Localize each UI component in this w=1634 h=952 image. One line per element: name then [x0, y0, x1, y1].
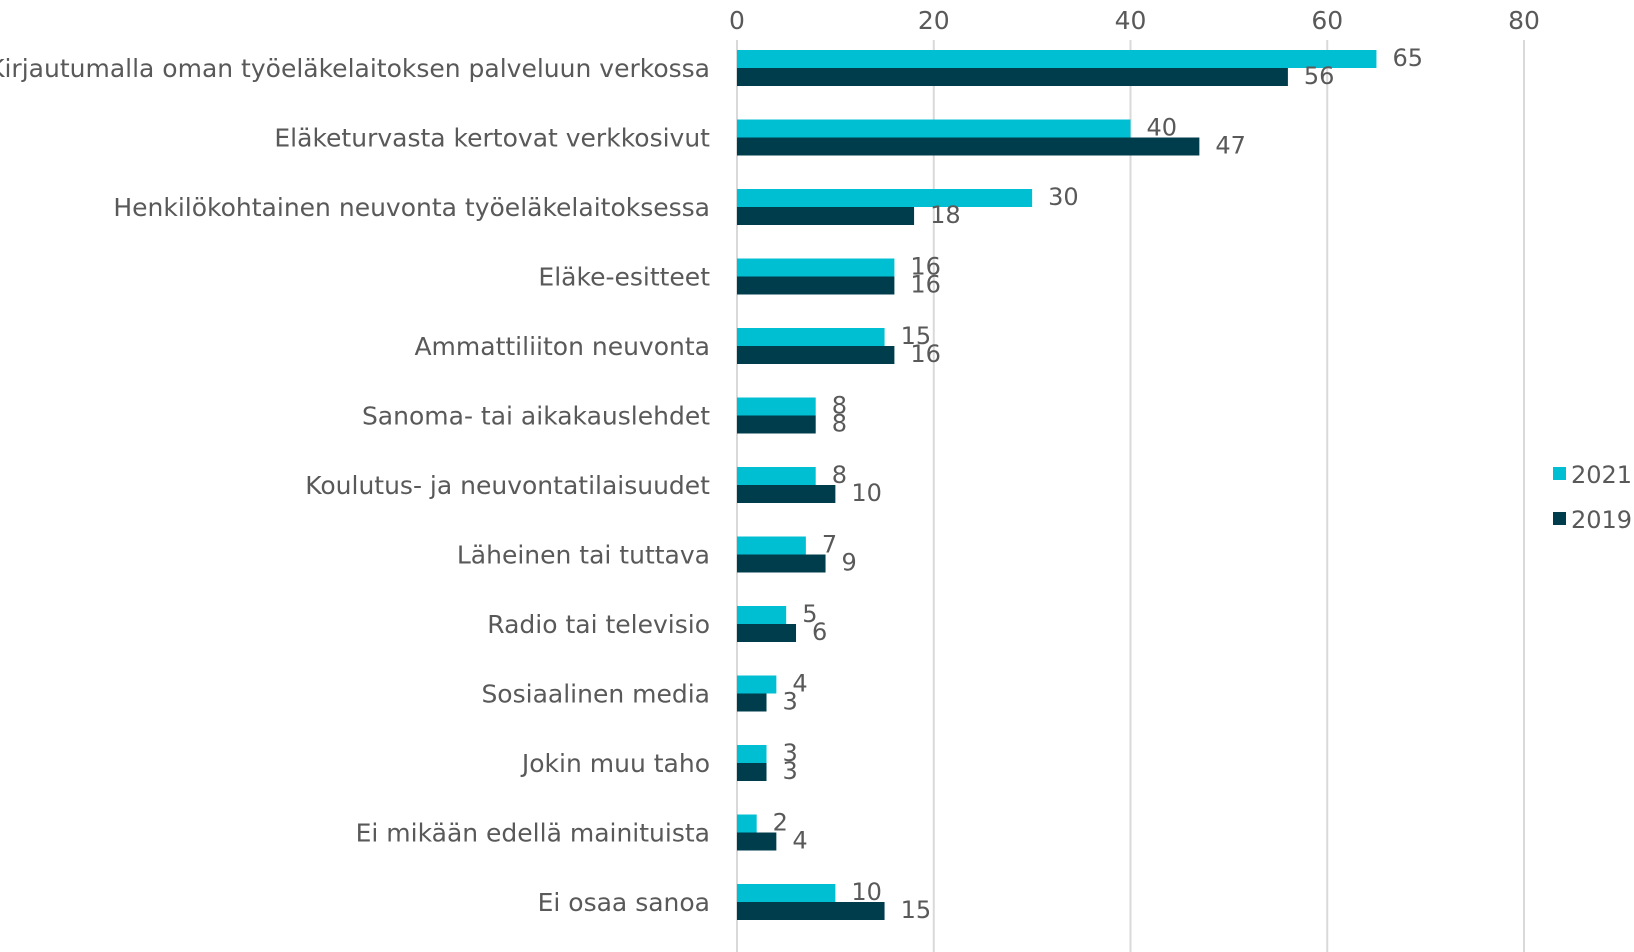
data-label-2021: 4 [792, 670, 807, 698]
data-label-2019: 47 [1215, 132, 1246, 160]
data-label-2021: 5 [802, 600, 817, 628]
data-label-2019: 16 [910, 340, 941, 368]
data-label-2019: 6 [812, 618, 827, 646]
x-tick-label: 80 [1508, 6, 1540, 35]
bar-2021-3 [737, 189, 1033, 207]
data-label-2019: 9 [842, 549, 857, 577]
bar-2019-7 [737, 485, 836, 503]
x-tick-label: 40 [1115, 6, 1147, 35]
bar-2021-1 [737, 50, 1377, 68]
bar-2019-3 [737, 207, 915, 225]
category-label: Ei osaa sanoa [538, 888, 710, 917]
legend-swatch-2019 [1553, 512, 1566, 525]
bar-2019-6 [737, 415, 816, 434]
data-label-2021: 3 [783, 739, 798, 767]
data-label-2019: 3 [783, 688, 798, 716]
category-label: Koulutus- ja neuvontatilaisuudet [305, 471, 710, 500]
bars [737, 50, 1377, 920]
legend-label-2021: 2021 [1571, 461, 1632, 489]
bar-2021-12 [737, 814, 757, 833]
legend: 2021 2019 [1553, 461, 1632, 534]
category-label: Kirjautumalla oman työeläkelaitoksen pal… [0, 54, 710, 83]
bar-2019-5 [737, 346, 895, 364]
bar-2019-1 [737, 68, 1288, 86]
data-label-2021: 40 [1147, 114, 1178, 142]
x-axis-ticks: 0 20 40 60 80 [729, 6, 1540, 35]
bar-2021-13 [737, 884, 836, 902]
x-tick-label: 0 [729, 6, 745, 35]
data-label-2021: 8 [832, 461, 847, 489]
bar-2021-7 [737, 467, 816, 485]
category-label: Radio tai televisio [487, 610, 710, 639]
data-label-2021: 30 [1048, 183, 1079, 211]
bar-2021-9 [737, 606, 787, 624]
bar-2019-4 [737, 276, 895, 295]
data-label-2021: 16 [910, 253, 941, 281]
legend-swatch-2021 [1553, 467, 1566, 480]
data-label-2019: 15 [901, 896, 932, 924]
data-label-2021: 65 [1392, 44, 1423, 72]
bar-2019-13 [737, 902, 885, 920]
category-label: Henkilökohtainen neuvonta työeläkelaitok… [113, 193, 710, 222]
data-label-2021: 15 [901, 322, 932, 350]
category-label: Eläke-esitteet [538, 263, 710, 292]
bar-2021-2 [737, 119, 1131, 138]
x-tick-label: 20 [918, 6, 950, 35]
bar-2021-10 [737, 675, 777, 694]
bar-2019-12 [737, 832, 777, 851]
data-label-2021: 10 [851, 878, 882, 906]
data-label-2019: 18 [930, 201, 961, 229]
data-label-2019: 8 [832, 410, 847, 438]
data-label-2019: 3 [783, 757, 798, 785]
category-labels: Kirjautumalla oman työeläkelaitoksen pal… [0, 54, 710, 917]
data-label-2019: 56 [1304, 62, 1335, 90]
bar-2019-11 [737, 763, 767, 781]
bar-2021-4 [737, 258, 895, 277]
data-label-2019: 4 [792, 827, 807, 855]
category-label: Ammattiliiton neuvonta [414, 332, 710, 361]
category-label: Eläketurvasta kertovat verkkosivut [274, 124, 710, 153]
category-label: Läheinen tai tuttava [457, 541, 710, 570]
bar-2021-6 [737, 397, 816, 416]
bar-2019-2 [737, 137, 1200, 156]
x-tick-label: 60 [1311, 6, 1343, 35]
bar-2021-8 [737, 536, 806, 555]
bar-2019-8 [737, 554, 826, 573]
bar-2019-9 [737, 624, 797, 642]
data-label-2021: 8 [832, 392, 847, 420]
category-label: Ei mikään edellä mainituista [356, 819, 710, 848]
data-label-2019: 16 [910, 271, 941, 299]
bar-2019-10 [737, 693, 767, 712]
bar-2021-11 [737, 745, 767, 763]
legend-label-2019: 2019 [1571, 506, 1632, 534]
category-label: Sanoma- tai aikakauslehdet [362, 402, 710, 431]
data-label-2019: 10 [851, 479, 882, 507]
category-label: Sosiaalinen media [481, 680, 710, 709]
data-label-2021: 2 [773, 809, 788, 837]
data-label-2021: 7 [822, 531, 837, 559]
bar-2021-5 [737, 328, 885, 346]
category-label: Jokin muu taho [520, 749, 710, 778]
